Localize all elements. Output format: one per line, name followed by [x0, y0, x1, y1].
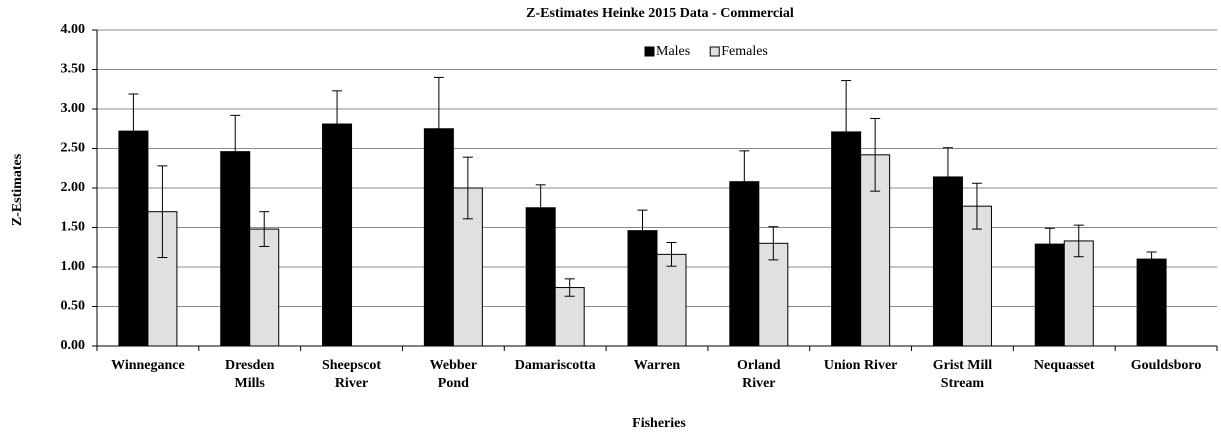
y-tick-label: 2.50	[61, 141, 86, 156]
x-tick-label: Damariscotta	[514, 358, 596, 373]
y-tick-label: 2.00	[61, 180, 86, 195]
x-tick-label: Orland River	[737, 358, 781, 391]
error-bar	[1073, 224, 1084, 258]
bar	[1136, 258, 1167, 347]
legend-label: Females	[721, 44, 768, 59]
y-axis-label: Z-Estimates	[10, 153, 25, 226]
bar	[1063, 240, 1094, 347]
error-bar	[462, 156, 473, 220]
error-bar	[870, 117, 881, 192]
error-bar	[1044, 227, 1055, 261]
x-tick-label: Sheepscot River	[321, 358, 382, 391]
chart-title: Z-Estimates Heinke 2015 Data - Commercia…	[526, 6, 794, 21]
error-bar	[433, 76, 444, 181]
error-bar	[535, 184, 546, 232]
error-bar	[332, 90, 343, 158]
error-bar	[666, 242, 677, 267]
error-bar	[971, 182, 982, 230]
y-tick-label: 4.00	[61, 22, 86, 37]
x-tick-label: Union River	[823, 358, 898, 373]
y-tick-label: 0.50	[61, 299, 86, 314]
y-tick-label: 3.00	[61, 101, 86, 116]
bar	[249, 228, 280, 347]
y-tick-label: 1.00	[61, 259, 86, 274]
legend-swatch	[709, 46, 720, 57]
x-tick-label: Nequasset	[1033, 358, 1095, 373]
error-bar	[942, 147, 953, 207]
x-tick-label: Warren	[633, 358, 681, 373]
x-tick-label: Webber Pond	[429, 358, 478, 391]
x-tick-label: Gouldsboro	[1130, 358, 1202, 373]
x-tick-label: Grist Mill Stream	[932, 358, 993, 391]
legend-swatch	[644, 46, 655, 57]
bar	[118, 130, 149, 347]
bar	[758, 242, 789, 347]
error-bar	[157, 165, 168, 259]
error-bar	[768, 226, 779, 261]
error-bar	[1146, 251, 1157, 267]
legend-label: Males	[656, 44, 690, 59]
x-tick-label: Winnegance	[111, 358, 185, 373]
bar	[656, 253, 687, 347]
error-bar	[841, 80, 852, 184]
error-bar	[259, 211, 270, 247]
y-tick-label: 1.50	[61, 220, 86, 235]
x-axis-label: Fisheries	[632, 416, 686, 431]
bar	[322, 123, 353, 347]
x-tick-label: Dresden Mills	[224, 358, 275, 391]
y-tick-label: 3.50	[61, 62, 86, 77]
error-bar	[564, 278, 575, 297]
error-bar	[637, 209, 648, 252]
error-bar	[230, 114, 241, 189]
error-bar	[739, 150, 750, 213]
error-bar	[128, 93, 139, 169]
y-tick-label: 0.00	[61, 338, 86, 353]
